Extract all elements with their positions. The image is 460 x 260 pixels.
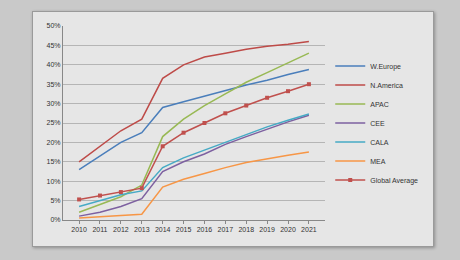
svg-text:2014: 2014 <box>155 226 171 233</box>
svg-text:25%: 25% <box>47 119 61 126</box>
svg-text:20%: 20% <box>47 139 61 146</box>
svg-text:2015: 2015 <box>176 226 192 233</box>
svg-text:N.America: N.America <box>370 82 403 89</box>
svg-text:10%: 10% <box>47 178 61 185</box>
svg-text:2021: 2021 <box>301 226 317 233</box>
svg-text:30%: 30% <box>47 100 61 107</box>
svg-text:2017: 2017 <box>218 226 234 233</box>
svg-text:2013: 2013 <box>134 226 150 233</box>
svg-text:5%: 5% <box>50 197 60 204</box>
svg-text:2010: 2010 <box>71 226 87 233</box>
svg-text:2019: 2019 <box>259 226 275 233</box>
svg-text:2020: 2020 <box>280 226 296 233</box>
svg-text:2011: 2011 <box>92 226 107 233</box>
svg-text:CEE: CEE <box>370 120 385 127</box>
svg-text:APAC: APAC <box>370 101 389 108</box>
svg-text:W.Europe: W.Europe <box>370 63 401 71</box>
svg-text:45%: 45% <box>47 42 61 49</box>
svg-text:2012: 2012 <box>113 226 129 233</box>
svg-text:0%: 0% <box>50 216 60 223</box>
svg-text:15%: 15% <box>47 158 61 165</box>
svg-text:50%: 50% <box>47 22 61 29</box>
svg-text:35%: 35% <box>47 81 61 88</box>
svg-text:2016: 2016 <box>197 226 213 233</box>
svg-text:CALA: CALA <box>370 139 389 146</box>
svg-text:Global Average: Global Average <box>370 177 418 185</box>
svg-text:2018: 2018 <box>238 226 254 233</box>
svg-text:MEA: MEA <box>370 158 386 165</box>
svg-text:40%: 40% <box>47 61 61 68</box>
